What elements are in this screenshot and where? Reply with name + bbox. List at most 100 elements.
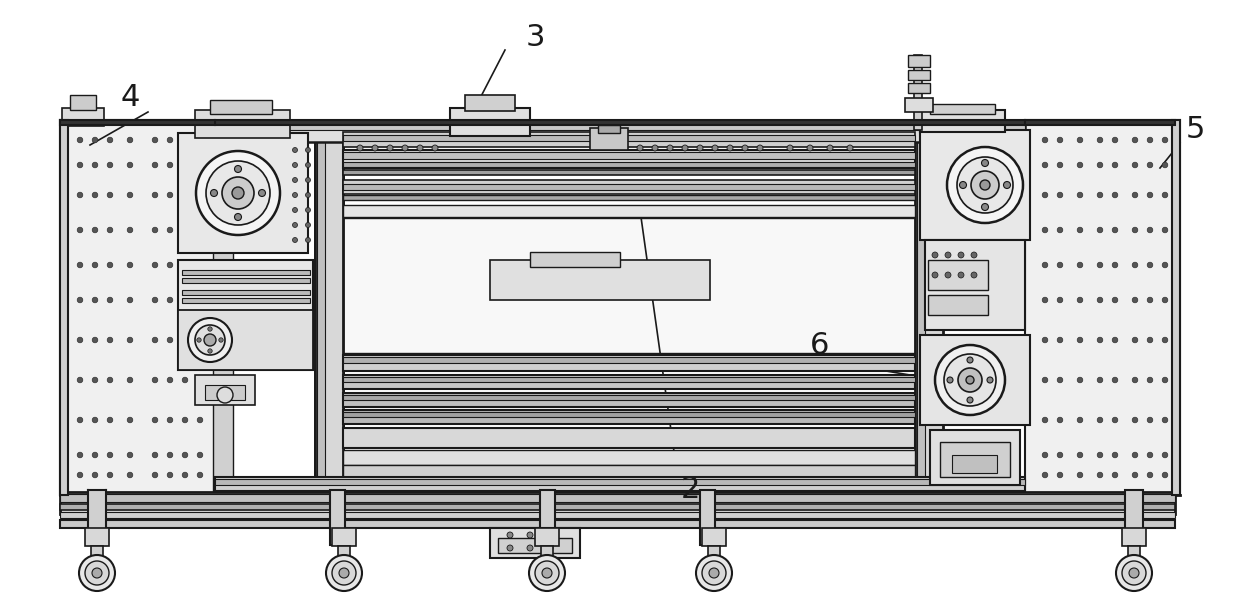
Circle shape (77, 162, 83, 168)
Circle shape (1116, 555, 1152, 591)
Circle shape (1077, 337, 1083, 343)
Bar (450, 108, 530, 136)
Bar (343, 195, 914, 200)
Bar (489, 260, 710, 300)
Circle shape (742, 145, 748, 151)
Circle shape (1132, 227, 1137, 233)
Circle shape (292, 177, 297, 183)
Circle shape (1057, 227, 1063, 233)
Circle shape (152, 452, 157, 458)
Circle shape (1162, 472, 1168, 478)
Circle shape (77, 377, 83, 383)
Circle shape (92, 297, 98, 303)
Circle shape (1042, 337, 1048, 343)
Circle shape (1098, 137, 1103, 143)
Bar (343, 170, 914, 175)
Circle shape (197, 162, 203, 168)
Circle shape (652, 145, 658, 151)
Circle shape (306, 237, 311, 242)
Circle shape (306, 177, 311, 183)
Bar (343, 428, 914, 448)
Circle shape (1098, 377, 1103, 383)
Circle shape (1162, 162, 1168, 168)
Bar (338, 546, 349, 568)
Bar (541, 546, 553, 568)
Bar (69, 95, 95, 110)
Text: 6: 6 (810, 331, 830, 359)
Circle shape (1057, 377, 1063, 383)
Circle shape (152, 297, 157, 303)
Bar (598, 125, 620, 133)
Circle shape (1077, 192, 1083, 198)
Circle shape (1057, 137, 1063, 143)
Circle shape (167, 297, 172, 303)
Circle shape (108, 227, 113, 233)
Bar (343, 150, 914, 168)
Circle shape (128, 162, 133, 168)
Circle shape (1147, 137, 1152, 143)
Circle shape (128, 377, 133, 383)
Circle shape (1077, 297, 1083, 303)
Circle shape (1057, 262, 1063, 268)
Circle shape (1162, 262, 1168, 268)
Bar (530, 252, 620, 267)
Circle shape (1132, 452, 1137, 458)
Circle shape (182, 417, 188, 423)
Bar (904, 98, 933, 112)
Text: 3: 3 (525, 23, 545, 52)
Circle shape (1113, 377, 1118, 383)
Circle shape (1042, 297, 1048, 303)
Bar (216, 122, 1025, 130)
Text: 4: 4 (120, 84, 140, 112)
Circle shape (958, 272, 964, 278)
Circle shape (292, 192, 297, 198)
Circle shape (182, 472, 188, 478)
Circle shape (1162, 192, 1168, 198)
Circle shape (966, 357, 973, 363)
Circle shape (357, 145, 363, 151)
Circle shape (387, 145, 393, 151)
Circle shape (1147, 377, 1152, 383)
Circle shape (1132, 377, 1137, 383)
Text: 5: 5 (1186, 115, 1204, 144)
Circle shape (1004, 182, 1011, 189)
Circle shape (92, 227, 98, 233)
Circle shape (128, 472, 133, 478)
Bar (540, 490, 555, 545)
Circle shape (182, 162, 188, 168)
Circle shape (944, 354, 996, 406)
Circle shape (987, 377, 992, 383)
Circle shape (167, 472, 172, 478)
Circle shape (546, 532, 553, 538)
Circle shape (507, 545, 513, 551)
Circle shape (108, 162, 113, 168)
Circle shape (681, 145, 688, 151)
Circle shape (1077, 377, 1083, 383)
Circle shape (292, 207, 297, 213)
Bar (343, 132, 914, 147)
Circle shape (182, 377, 188, 383)
Bar (216, 479, 1025, 485)
Bar (59, 520, 1175, 528)
Circle shape (1042, 137, 1048, 143)
Bar (178, 133, 309, 253)
Circle shape (188, 318, 232, 362)
Circle shape (966, 397, 973, 403)
Bar (930, 430, 1020, 485)
Bar (914, 120, 943, 495)
Circle shape (703, 561, 726, 585)
Circle shape (204, 334, 216, 346)
Bar (59, 120, 1175, 495)
Circle shape (77, 262, 83, 268)
Bar (216, 120, 1025, 125)
Circle shape (1162, 137, 1168, 143)
Circle shape (167, 417, 172, 423)
Circle shape (182, 452, 188, 458)
Circle shape (79, 555, 115, 591)
Circle shape (77, 227, 83, 233)
Bar (343, 395, 914, 400)
Bar (343, 205, 914, 217)
Bar (209, 100, 273, 114)
Bar (85, 528, 109, 546)
Circle shape (1098, 227, 1103, 233)
